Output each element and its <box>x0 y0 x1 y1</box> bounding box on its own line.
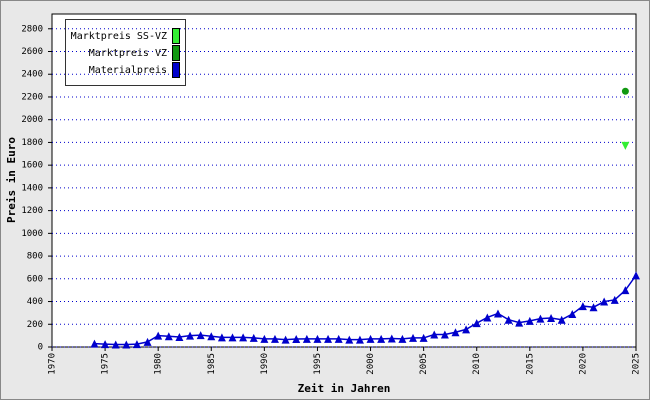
marker <box>345 335 354 344</box>
marker <box>621 87 629 95</box>
marker <box>175 332 184 341</box>
marker <box>196 331 205 340</box>
marker <box>292 335 301 344</box>
x-tick-label: 2020 <box>578 353 588 375</box>
marker <box>515 318 524 327</box>
marker <box>536 314 545 323</box>
x-tick-label: 2005 <box>419 353 429 375</box>
marker <box>366 334 375 343</box>
marker <box>430 330 439 339</box>
marker <box>387 334 396 343</box>
marker <box>270 334 279 343</box>
marker <box>260 334 269 343</box>
marker <box>228 333 237 342</box>
x-tick-label: 2010 <box>472 353 482 375</box>
legend-label: Marktpreis VZ <box>89 48 167 59</box>
y-tick-label: 2200 <box>21 92 43 102</box>
legend-label: Materialpreis <box>89 65 167 76</box>
y-tick-label: 2000 <box>21 115 43 125</box>
marker <box>164 332 173 341</box>
y-axis-title: Preis in Euro <box>5 137 18 223</box>
marker <box>249 333 258 342</box>
marker <box>610 295 619 304</box>
marker <box>302 334 311 343</box>
marker <box>440 330 449 339</box>
x-tick-label: 2000 <box>366 353 376 375</box>
marker <box>493 309 502 318</box>
marker <box>324 334 333 343</box>
x-tick-label: 1990 <box>260 353 270 375</box>
marker <box>621 141 630 150</box>
y-tick-label: 2600 <box>21 47 43 57</box>
x-tick-label: 1985 <box>207 353 217 375</box>
marker <box>472 319 481 328</box>
marker <box>419 333 428 342</box>
y-tick-label: 200 <box>27 320 43 330</box>
marker <box>186 331 195 340</box>
marker <box>313 334 322 343</box>
marker <box>632 271 640 280</box>
legend-swatch <box>172 28 180 44</box>
x-tick-label: 1995 <box>313 353 323 375</box>
y-tick-label: 1200 <box>21 206 43 216</box>
y-tick-label: 1400 <box>21 183 43 193</box>
marker <box>483 313 492 322</box>
marker <box>578 302 587 311</box>
legend-swatch <box>172 45 180 61</box>
y-tick-label: 800 <box>27 252 43 262</box>
marker <box>154 331 163 340</box>
marker <box>504 315 513 324</box>
y-tick-label: 600 <box>27 274 43 284</box>
marker <box>217 333 226 342</box>
y-tick-label: 0 <box>38 343 43 353</box>
marker <box>90 339 99 348</box>
y-tick-label: 1800 <box>21 138 43 148</box>
marker <box>621 286 630 295</box>
x-tick-label: 1970 <box>48 353 58 375</box>
marker <box>111 340 120 349</box>
marker <box>355 335 364 344</box>
legend-swatch <box>172 62 180 78</box>
marker <box>589 303 598 312</box>
marker <box>334 334 343 343</box>
line <box>94 274 637 346</box>
legend-label: Marktpreis SS-VZ <box>71 31 167 42</box>
marker <box>451 328 460 337</box>
marker <box>122 340 131 349</box>
y-tick-label: 2800 <box>21 24 43 34</box>
x-tick-label: 1975 <box>101 353 111 375</box>
y-tick-label: 1600 <box>21 161 43 171</box>
marker <box>568 310 577 319</box>
marker <box>101 340 110 349</box>
y-tick-label: 400 <box>27 297 43 307</box>
marker <box>525 316 534 325</box>
marker <box>281 335 290 344</box>
x-tick-label: 2015 <box>525 353 535 375</box>
marker <box>143 337 152 346</box>
marker <box>547 314 556 323</box>
marker <box>207 332 216 341</box>
marker <box>557 315 566 324</box>
x-axis-title: Zeit in Jahren <box>298 382 391 395</box>
marker <box>462 325 471 334</box>
marker <box>600 297 609 306</box>
marker <box>377 334 386 343</box>
marker <box>409 333 418 342</box>
marker <box>132 340 141 349</box>
y-tick-label: 2400 <box>21 70 43 80</box>
marker <box>398 334 407 343</box>
marker <box>239 333 248 342</box>
y-tick-label: 1000 <box>21 229 43 239</box>
legend-box <box>65 19 186 86</box>
x-tick-label: 1980 <box>154 353 164 375</box>
x-tick-label: 2025 <box>632 353 642 375</box>
